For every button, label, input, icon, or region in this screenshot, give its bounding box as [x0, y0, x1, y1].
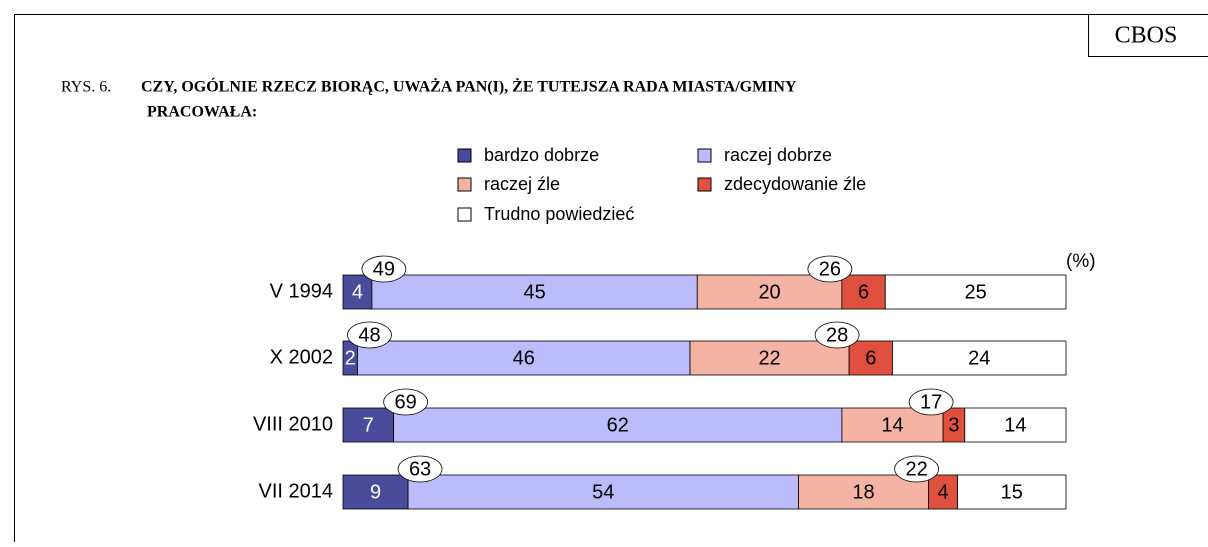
value-label: 20 [758, 281, 780, 303]
y-tick-label: VIII 2010 [253, 413, 333, 435]
total-label: 22 [906, 458, 928, 480]
value-label: 22 [758, 347, 780, 369]
legend-label: zdecydowanie źle [724, 174, 866, 194]
chart-title: CZY, OGÓLNIE RZECZ BIORĄC, UWAŻA PAN(I),… [141, 77, 797, 96]
legend-swatch [458, 208, 471, 221]
value-label: 9 [370, 481, 381, 503]
total-label: 17 [920, 391, 942, 413]
total-label: 49 [373, 258, 395, 280]
legend-label: raczej źle [484, 174, 560, 194]
value-label: 6 [858, 281, 869, 303]
total-label: 48 [358, 324, 380, 346]
value-label: 14 [1004, 414, 1026, 436]
legend-swatch [458, 178, 471, 191]
chart-title: PRACOWAŁA: [147, 104, 257, 121]
value-label: 4 [938, 481, 949, 503]
y-tick-label: V 1994 [270, 280, 333, 302]
value-label: 6 [865, 347, 876, 369]
legend-label: raczej dobrze [724, 145, 832, 165]
value-label: 3 [948, 414, 959, 436]
value-label: 46 [513, 347, 535, 369]
value-label: 2 [345, 347, 356, 369]
unit-label: (%) [1066, 251, 1096, 272]
source: CBOS [1115, 23, 1178, 49]
legend-swatch [698, 178, 711, 191]
total-label: 63 [409, 458, 431, 480]
value-label: 25 [965, 281, 987, 303]
legend-swatch [458, 149, 471, 162]
y-tick-label: X 2002 [270, 346, 333, 368]
legend-label: Trudno powiedzieć [484, 204, 634, 224]
total-label: 69 [394, 391, 416, 413]
value-label: 7 [363, 414, 374, 436]
figure-label: RYS. 6. [61, 79, 111, 96]
value-label: 24 [968, 347, 990, 369]
value-label: 45 [523, 281, 545, 303]
value-label: 4 [352, 281, 363, 303]
total-label: 26 [819, 258, 841, 280]
legend-label: bardzo dobrze [484, 145, 599, 165]
total-label: 28 [826, 324, 848, 346]
value-label: 14 [881, 414, 903, 436]
value-label: 15 [1001, 481, 1023, 503]
y-tick-label: VII 2014 [258, 480, 333, 502]
value-label: 18 [852, 481, 874, 503]
value-label: 54 [592, 481, 614, 503]
legend-swatch [698, 149, 711, 162]
value-label: 62 [607, 414, 629, 436]
